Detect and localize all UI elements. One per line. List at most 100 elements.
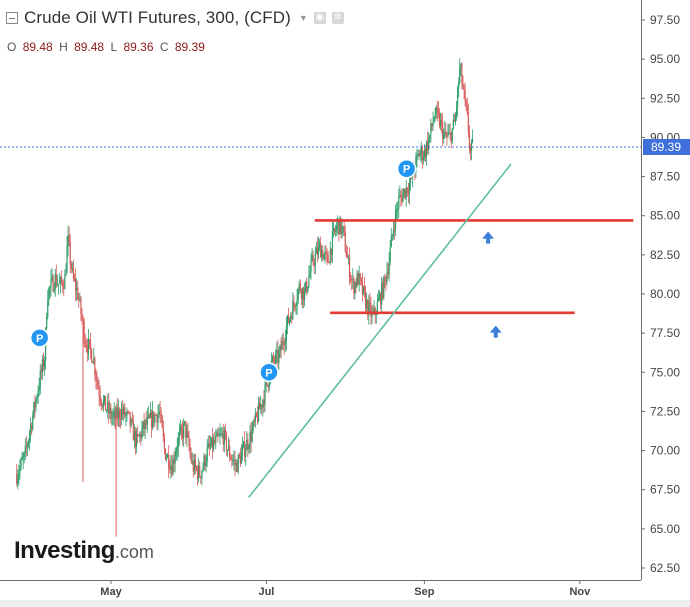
y-tick-label: 70.00 <box>650 444 680 458</box>
candle-body <box>389 247 391 262</box>
collapse-legend-icon[interactable] <box>6 12 18 24</box>
candle-body <box>202 467 204 472</box>
candle-body <box>262 400 264 408</box>
open-value: 89.48 <box>22 40 53 54</box>
candle-body <box>472 138 474 142</box>
candle-body <box>276 350 278 354</box>
candle-body <box>217 432 219 436</box>
candle-body <box>384 276 386 278</box>
y-tick-label: 97.50 <box>650 13 680 27</box>
candle-body <box>41 359 44 373</box>
candle-body <box>451 128 453 143</box>
candle-body <box>463 88 465 91</box>
pivot-marker[interactable]: P <box>259 362 279 383</box>
pivot-marker[interactable]: P <box>396 158 417 179</box>
candle-body <box>312 255 314 264</box>
high-key: H <box>59 40 68 54</box>
candle-body <box>229 446 231 458</box>
candle-body <box>391 234 393 236</box>
candle-body <box>230 457 232 460</box>
candle-body <box>467 112 469 133</box>
candle-body <box>211 437 214 450</box>
candle-body <box>353 278 355 294</box>
candle-body <box>310 260 312 272</box>
gear-icon[interactable]: ✲ <box>331 12 344 24</box>
candle-body <box>99 395 101 401</box>
candle-body <box>22 457 24 460</box>
candle-body <box>369 302 371 305</box>
candle-body <box>162 427 164 438</box>
candle-body <box>339 217 341 235</box>
candle-body <box>251 429 253 442</box>
candle-body <box>287 315 290 323</box>
up-arrow-icon <box>489 325 502 338</box>
candle-body <box>200 476 202 479</box>
candle-body <box>432 122 434 127</box>
candle-body <box>23 452 25 458</box>
candle-body <box>128 411 130 413</box>
candle-body <box>293 301 295 305</box>
candle-body <box>30 425 32 434</box>
candle-body <box>203 455 205 468</box>
candle-body <box>336 225 338 231</box>
candle-body <box>361 281 363 294</box>
candle-body <box>452 119 454 129</box>
candle-body <box>313 263 315 266</box>
candle-body <box>468 132 471 147</box>
candle-body <box>164 448 167 460</box>
candle-body <box>65 273 67 275</box>
candle-body <box>254 412 256 422</box>
candle-body <box>308 276 310 287</box>
candle-body <box>407 192 410 194</box>
plot-area <box>0 0 641 580</box>
candle-body <box>437 110 439 114</box>
candle-body <box>402 193 404 202</box>
candle-body <box>87 339 90 353</box>
candle-body <box>416 154 418 157</box>
candle-body <box>126 411 128 415</box>
eye-icon[interactable]: ◉ <box>313 12 326 24</box>
candle-body <box>118 409 121 419</box>
candle-body <box>138 435 140 437</box>
candle-body <box>453 119 456 122</box>
candle-body <box>253 421 255 423</box>
candle-body <box>111 416 113 419</box>
candle-body <box>469 146 472 151</box>
candle-body <box>400 194 402 197</box>
candle-body <box>363 286 366 292</box>
candle-body <box>377 298 380 302</box>
candle-body <box>311 255 313 261</box>
low-key: L <box>110 40 118 54</box>
candle-body <box>326 252 328 256</box>
candle-body <box>314 253 316 266</box>
candle-body <box>295 305 297 308</box>
candle-body <box>186 431 188 438</box>
pivot-marker-circle <box>259 362 279 383</box>
candles-group <box>16 58 474 537</box>
pivot-marker[interactable]: P <box>29 328 50 348</box>
candle-body <box>234 460 236 466</box>
candle-body <box>110 407 112 419</box>
candle-body <box>83 321 85 342</box>
candle-body <box>354 282 356 294</box>
candle-body <box>442 122 444 139</box>
candle-body <box>318 242 321 246</box>
high-value: 89.48 <box>74 40 105 54</box>
candle-body <box>109 407 111 414</box>
candle-body <box>324 252 326 255</box>
candle-body <box>344 232 346 252</box>
candle-body <box>220 433 222 435</box>
chevron-down-icon[interactable]: ▼ <box>298 13 308 23</box>
candle-body <box>346 256 349 259</box>
candle-body <box>399 194 401 197</box>
investing-logo: Investing.com <box>14 537 154 565</box>
candle-body <box>303 290 306 301</box>
candle-body <box>143 421 145 429</box>
candle-body <box>104 396 107 411</box>
candle-body <box>195 467 198 469</box>
candle-body <box>376 301 378 315</box>
candle-body <box>466 105 468 113</box>
candle-body <box>63 287 65 289</box>
candle-body <box>178 432 180 438</box>
